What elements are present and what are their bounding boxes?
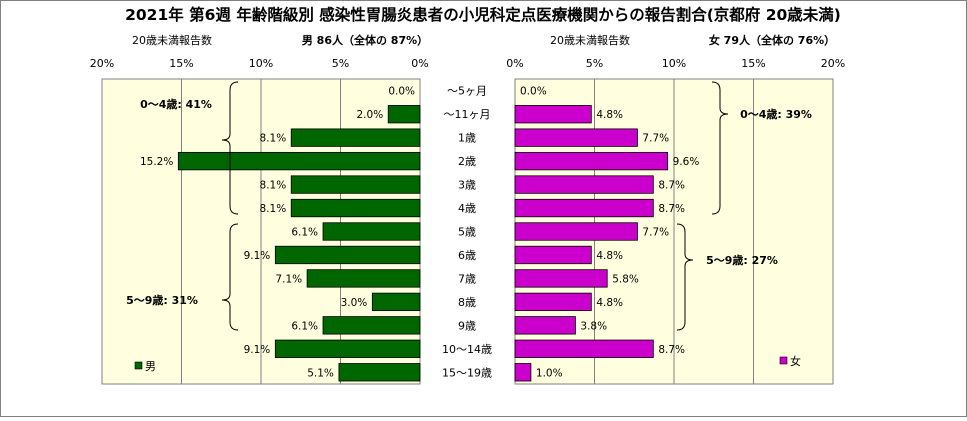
- female-value-label: 4.8%: [596, 250, 623, 262]
- male-bar: [306, 269, 421, 288]
- left-brace-label-0-4: 0～4歳: 41%: [140, 97, 212, 111]
- male-bar: [338, 363, 421, 382]
- right-x-tick-label: 20%: [821, 57, 845, 70]
- male-bar: [290, 198, 421, 218]
- female-bar: [514, 175, 654, 194]
- male-value-label: 15.2%: [140, 156, 173, 168]
- tick-label-layer: 0% 0% 5% 5% 10% 10% 15% 15% 20% 20%: [90, 57, 845, 70]
- female-value-label: 4.8%: [596, 297, 623, 309]
- male-value-label: 8.1%: [260, 180, 287, 192]
- right-x-tick-label: 5%: [586, 57, 603, 70]
- legend-male-label: 男: [145, 360, 156, 373]
- age-category-label: 4歳: [458, 202, 476, 215]
- female-bar: [514, 339, 654, 358]
- female-value-label: 8.7%: [658, 180, 685, 192]
- female-value-label: 0.0%: [520, 86, 547, 98]
- age-category-label: 1歳: [458, 132, 476, 145]
- age-category-label: 7歳: [458, 272, 476, 285]
- male-bar: [290, 175, 421, 194]
- female-value-label: 8.7%: [658, 344, 685, 356]
- left-x-tick-label: 5%: [332, 57, 349, 70]
- male-value-label: 9.1%: [244, 250, 271, 262]
- right-brace-0-4: [711, 81, 729, 215]
- female-value-label: 7.7%: [642, 227, 669, 239]
- male-value-label: 8.1%: [260, 203, 287, 215]
- age-label-layer: ～5ヶ月 ～11ヶ月 1歳 2歳 3歳 4歳 5歳 6歳 7歳 8歳 9歳 10～14歳 15～19歳: [442, 85, 492, 380]
- right-x-tick-label: 10%: [662, 57, 686, 70]
- female-value-label: 8.7%: [658, 203, 685, 215]
- male-value-label: 0.0%: [388, 86, 415, 98]
- age-category-label: 9歳: [458, 319, 476, 332]
- female-value-label: 7.7%: [642, 133, 669, 145]
- female-bar: [514, 292, 592, 312]
- female-bar: [514, 151, 669, 171]
- male-bar: [387, 105, 421, 124]
- left-x-tick-label: 0%: [411, 57, 428, 70]
- male-bar: [274, 339, 421, 358]
- age-category-label: 5歳: [458, 226, 476, 239]
- right-brace-label-0-4: 0～4歳: 39%: [740, 107, 812, 121]
- right-brace-label-5-9: 5～9歳: 27%: [706, 253, 778, 267]
- male-bar: [322, 316, 421, 335]
- female-bar: [514, 269, 608, 288]
- right-header-summary: 女 79人（全体の 76%）: [709, 33, 835, 47]
- male-value-label: 3.0%: [341, 297, 368, 309]
- female-bar: [514, 222, 638, 241]
- left-brace-5-9: [221, 223, 239, 331]
- left-x-tick-label: 10%: [249, 57, 273, 70]
- age-category-label: 2歳: [458, 155, 476, 168]
- male-bar: [322, 222, 421, 241]
- female-value-label: 4.8%: [596, 109, 623, 121]
- bar-layer: 0.0% 0.0% 2.0% 4.8% 8.1% 7.7% 15.2% 9.6% 8.1% 8.7…: [140, 86, 700, 382]
- left-header-summary: 男 86人（全体の 87%）: [302, 33, 428, 47]
- female-bar: [514, 245, 592, 265]
- male-value-label: 7.1%: [275, 273, 302, 285]
- female-bar: [514, 105, 592, 124]
- female-bar: [514, 316, 576, 335]
- left-brace-label-5-9: 5～9歳: 31%: [126, 293, 198, 307]
- left-x-tick-label: 15%: [169, 57, 193, 70]
- chart-title: 2021年 第6週 年齢階級別 感染性胃腸炎患者の小児科定点医療機関からの報告割…: [125, 5, 841, 24]
- male-bar: [290, 128, 421, 147]
- male-bar: [274, 245, 421, 265]
- male-value-label: 8.1%: [260, 133, 287, 145]
- right-x-tick-label: 0%: [506, 57, 523, 70]
- female-value-label: 5.8%: [612, 273, 639, 285]
- female-value-label: 9.6%: [673, 156, 700, 168]
- age-category-label: ～5ヶ月: [447, 85, 487, 98]
- male-bar: [371, 292, 421, 312]
- left-x-tick-label: 20%: [90, 57, 114, 70]
- legend-male-swatch: [134, 361, 143, 370]
- legend-female-swatch: [779, 356, 788, 365]
- female-value-label: 3.8%: [580, 320, 607, 332]
- age-category-label: 8歳: [458, 296, 476, 309]
- right-header-count-label: 20歳未満報告数: [550, 34, 630, 47]
- age-category-label: 6歳: [458, 249, 476, 262]
- male-bar: [177, 151, 421, 171]
- male-value-label: 9.1%: [244, 344, 271, 356]
- male-value-label: 5.1%: [307, 367, 334, 379]
- age-category-label: ～11ヶ月: [444, 108, 491, 121]
- left-brace-0-4: [221, 81, 239, 215]
- legend-female-label: 女: [790, 354, 801, 368]
- female-value-label: 1.0%: [536, 367, 563, 379]
- male-value-label: 2.0%: [357, 109, 384, 121]
- age-category-label: 15～19歳: [442, 366, 492, 379]
- left-header-count-label: 20歳未満報告数: [132, 34, 212, 47]
- age-category-label: 3歳: [458, 179, 476, 192]
- age-category-label: 10～14歳: [442, 343, 492, 356]
- male-value-label: 6.1%: [291, 320, 318, 332]
- female-bar: [514, 363, 532, 382]
- male-value-label: 6.1%: [291, 227, 318, 239]
- female-bar: [514, 198, 654, 218]
- right-brace-5-9: [676, 223, 694, 331]
- female-bar: [514, 128, 638, 147]
- right-x-tick-label: 15%: [741, 57, 765, 70]
